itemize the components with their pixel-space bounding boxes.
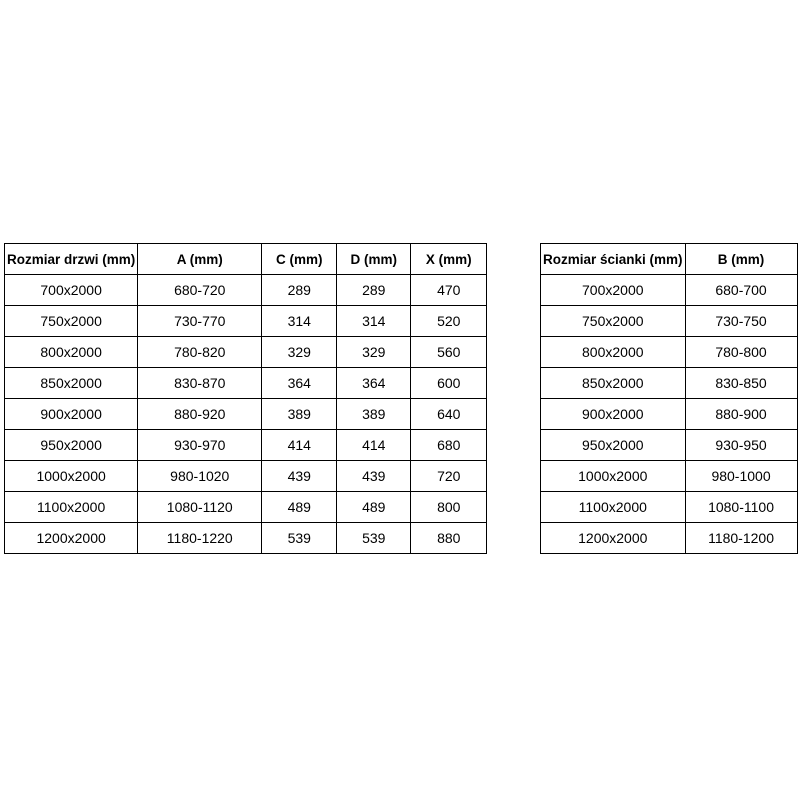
wall-sizes-table: Rozmiar ścianki (mm) B (mm) 700x2000 680-70… <box>540 243 798 554</box>
column-header: D (mm) <box>336 243 412 275</box>
table-row: 700x2000 680-720 289 289 470 <box>3 274 488 306</box>
table-cell: 850x2000 <box>3 367 139 399</box>
wall-sizes-table-container: Rozmiar ścianki (mm) B (mm) 700x2000 680-70… <box>540 243 798 554</box>
table-cell: 1200x2000 <box>540 522 686 554</box>
table-row: 1100x2000 1080-1100 <box>540 491 798 523</box>
column-header: Rozmiar drzwi (mm) <box>3 243 139 275</box>
column-header: Rozmiar ścianki (mm) <box>540 243 686 275</box>
header-row: Rozmiar drzwi (mm) A (mm) C (mm) D (mm) X (m… <box>3 243 488 275</box>
table-cell: 539 <box>261 522 338 554</box>
table-cell: 1000x2000 <box>540 460 686 492</box>
table-row: 1200x2000 1180-1200 <box>540 522 798 554</box>
table-row: 1000x2000 980-1020 439 439 720 <box>3 460 488 492</box>
table-cell: 439 <box>261 460 338 492</box>
column-header: A (mm) <box>137 243 263 275</box>
table-cell: 470 <box>410 274 488 306</box>
table-cell: 830-850 <box>684 367 798 399</box>
column-header: C (mm) <box>261 243 338 275</box>
table-cell: 1100x2000 <box>3 491 139 523</box>
table-cell: 950x2000 <box>540 429 686 461</box>
table-cell: 1080-1100 <box>684 491 798 523</box>
table-cell: 314 <box>336 305 412 337</box>
table-row: 800x2000 780-800 <box>540 336 798 368</box>
table-cell: 980-1020 <box>137 460 263 492</box>
table-cell: 680-720 <box>137 274 263 306</box>
table-cell: 750x2000 <box>3 305 139 337</box>
column-header: B (mm) <box>684 243 798 275</box>
table-row: 900x2000 880-900 <box>540 398 798 430</box>
table-cell: 314 <box>261 305 338 337</box>
table-cell: 1100x2000 <box>540 491 686 523</box>
table-cell: 364 <box>336 367 412 399</box>
table-cell: 489 <box>336 491 412 523</box>
table-cell: 900x2000 <box>540 398 686 430</box>
table-cell: 520 <box>410 305 488 337</box>
table-cell: 950x2000 <box>3 429 139 461</box>
table-cell: 1180-1200 <box>684 522 798 554</box>
table-cell: 1000x2000 <box>3 460 139 492</box>
table-row: 750x2000 730-770 314 314 520 <box>3 305 488 337</box>
table-cell: 1200x2000 <box>3 522 139 554</box>
table-cell: 414 <box>336 429 412 461</box>
table-cell: 980-1000 <box>684 460 798 492</box>
table-cell: 640 <box>410 398 488 430</box>
table-cell: 600 <box>410 367 488 399</box>
table-cell: 730-750 <box>684 305 798 337</box>
table-cell: 560 <box>410 336 488 368</box>
table-row: 1100x2000 1080-1120 489 489 800 <box>3 491 488 523</box>
table-cell: 800x2000 <box>3 336 139 368</box>
table-row: 700x2000 680-700 <box>540 274 798 306</box>
table-cell: 700x2000 <box>3 274 139 306</box>
table-cell: 750x2000 <box>540 305 686 337</box>
table-row: 1000x2000 980-1000 <box>540 460 798 492</box>
door-sizes-table-container: Rozmiar drzwi (mm) A (mm) C (mm) D (mm) X (m… <box>3 243 488 554</box>
table-row: 950x2000 930-970 414 414 680 <box>3 429 488 461</box>
table-cell: 414 <box>261 429 338 461</box>
door-sizes-table: Rozmiar drzwi (mm) A (mm) C (mm) D (mm) X (m… <box>3 243 488 554</box>
table-cell: 800 <box>410 491 488 523</box>
table-cell: 930-970 <box>137 429 263 461</box>
table-cell: 730-770 <box>137 305 263 337</box>
table-cell: 539 <box>336 522 412 554</box>
table-cell: 1180-1220 <box>137 522 263 554</box>
table-row: 850x2000 830-850 <box>540 367 798 399</box>
table-cell: 880-900 <box>684 398 798 430</box>
table-cell: 880-920 <box>137 398 263 430</box>
header-row: Rozmiar ścianki (mm) B (mm) <box>540 243 798 275</box>
table-cell: 780-820 <box>137 336 263 368</box>
table-cell: 439 <box>336 460 412 492</box>
table-cell: 289 <box>261 274 338 306</box>
table-cell: 680 <box>410 429 488 461</box>
table-row: 850x2000 830-870 364 364 600 <box>3 367 488 399</box>
table-cell: 1080-1120 <box>137 491 263 523</box>
table-row: 900x2000 880-920 389 389 640 <box>3 398 488 430</box>
table-cell: 389 <box>336 398 412 430</box>
table-cell: 800x2000 <box>540 336 686 368</box>
table-cell: 900x2000 <box>3 398 139 430</box>
table-cell: 780-800 <box>684 336 798 368</box>
table-row: 1200x2000 1180-1220 539 539 880 <box>3 522 488 554</box>
table-cell: 329 <box>261 336 338 368</box>
table-cell: 289 <box>336 274 412 306</box>
table-cell: 880 <box>410 522 488 554</box>
table-cell: 700x2000 <box>540 274 686 306</box>
table-cell: 329 <box>336 336 412 368</box>
table-cell: 930-950 <box>684 429 798 461</box>
column-header: X (mm) <box>410 243 488 275</box>
table-row: 800x2000 780-820 329 329 560 <box>3 336 488 368</box>
table-cell: 489 <box>261 491 338 523</box>
table-cell: 389 <box>261 398 338 430</box>
table-cell: 830-870 <box>137 367 263 399</box>
table-cell: 720 <box>410 460 488 492</box>
table-cell: 850x2000 <box>540 367 686 399</box>
table-cell: 680-700 <box>684 274 798 306</box>
table-row: 750x2000 730-750 <box>540 305 798 337</box>
table-cell: 364 <box>261 367 338 399</box>
table-row: 950x2000 930-950 <box>540 429 798 461</box>
